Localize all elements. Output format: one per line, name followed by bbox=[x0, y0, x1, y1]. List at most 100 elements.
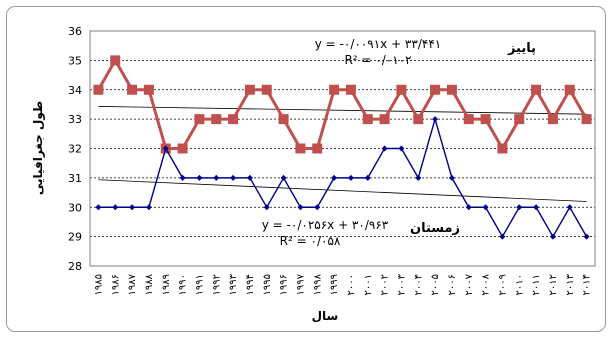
data-point bbox=[179, 174, 186, 181]
data-point bbox=[396, 84, 407, 95]
data-point bbox=[516, 204, 523, 211]
y-axis-ticks: 28 29 30 31 32 33 34 35 36 bbox=[68, 25, 82, 273]
data-point bbox=[463, 114, 474, 125]
data-point bbox=[430, 84, 441, 95]
data-point bbox=[162, 145, 169, 152]
data-point bbox=[482, 204, 489, 211]
data-point bbox=[547, 114, 558, 125]
x-tick-label: ۲۰۰۰ bbox=[346, 274, 357, 295]
data-point bbox=[312, 143, 323, 154]
data-point bbox=[95, 204, 102, 211]
data-point bbox=[213, 174, 220, 181]
data-point bbox=[566, 204, 573, 211]
x-tick-label: ۱۹۸۵ bbox=[93, 274, 104, 295]
x-tick-label: ۲۰۱۳ bbox=[565, 273, 576, 295]
autumn-trend-equation: y = -۰/۰۰۹۱x + ۳۳/۴۴۱ bbox=[315, 37, 441, 51]
data-point bbox=[127, 84, 138, 95]
x-tick-label: ۱۹۹۳ bbox=[228, 273, 239, 295]
x-tick-label: ۲۰۰۹ bbox=[497, 274, 508, 295]
y-tick-label: 32 bbox=[68, 143, 82, 156]
data-point bbox=[145, 204, 152, 211]
x-tick-label: ۲۰۰۳ bbox=[396, 273, 407, 295]
x-tick-label: ۲۰۱۰ bbox=[514, 274, 525, 295]
autumn-series-label: پاییز bbox=[507, 41, 536, 56]
x-tick-label: ۲۰۰۲ bbox=[380, 274, 391, 295]
data-point bbox=[112, 204, 119, 211]
data-point bbox=[364, 174, 371, 181]
data-point bbox=[345, 84, 356, 95]
x-tick-label: ۲۰۰۵ bbox=[430, 274, 441, 295]
x-tick-label: ۱۹۹۱ bbox=[194, 274, 205, 295]
data-point bbox=[398, 145, 405, 152]
x-tick-label: ۱۹۹۵ bbox=[262, 274, 273, 295]
x-tick-label: ۱۹۹۷ bbox=[295, 273, 306, 295]
data-point bbox=[415, 174, 422, 181]
winter-trend-equation: y = -۰/۰۲۵۶x + ۳۰/۹۶۳ bbox=[262, 218, 389, 232]
x-tick-label: ۲۰۱۲ bbox=[548, 274, 559, 295]
x-tick-label: ۲۰۱۱ bbox=[531, 274, 542, 295]
data-point bbox=[499, 233, 506, 240]
data-point bbox=[280, 174, 287, 181]
x-axis-title: سال bbox=[312, 309, 339, 323]
y-axis-title: طول جغرافیایی bbox=[31, 101, 46, 195]
x-tick-label: ۱۹۸۹ bbox=[161, 274, 172, 295]
y-tick-label: 31 bbox=[68, 172, 82, 185]
data-point bbox=[533, 204, 540, 211]
data-point bbox=[381, 145, 388, 152]
data-point bbox=[448, 174, 455, 181]
data-point bbox=[246, 174, 253, 181]
winter-trend-r2: R² = ۰/۰۵۸ bbox=[280, 234, 341, 248]
data-point bbox=[413, 114, 424, 125]
x-tick-label: ۱۹۹۲ bbox=[211, 274, 222, 295]
data-point bbox=[143, 84, 154, 95]
data-point bbox=[581, 114, 592, 125]
data-point bbox=[329, 84, 340, 95]
y-tick-label: 36 bbox=[68, 25, 82, 38]
data-point bbox=[497, 143, 508, 154]
y-tick-label: 35 bbox=[68, 54, 82, 67]
x-tick-label: ۲۰۰۷ bbox=[464, 273, 475, 295]
series-line bbox=[97, 57, 588, 152]
data-point bbox=[432, 116, 439, 123]
y-tick-label: 33 bbox=[68, 113, 82, 126]
x-tick-label: ۲۰۰۴ bbox=[413, 274, 424, 295]
x-axis-ticks: ۱۹۸۵ ۱۹۸۶ ۱۹۸۷ ۱۹۸۸ ۱۹۸۹ ۱۹۹۰ ۱۹۹۱ ۱۹۹۲ ۱۹۹۳ ۱۹۹۴… bbox=[93, 273, 592, 295]
trendline bbox=[98, 179, 587, 202]
trendlines bbox=[98, 106, 587, 202]
data-point bbox=[465, 204, 472, 211]
x-tick-label: ۱۹۹۰ bbox=[178, 274, 189, 295]
data-point bbox=[177, 143, 188, 154]
data-point bbox=[110, 55, 121, 66]
x-tick-label: ۱۹۹۸ bbox=[312, 273, 323, 295]
series-layer bbox=[93, 55, 592, 240]
data-point bbox=[261, 84, 272, 95]
y-tick-label: 28 bbox=[68, 260, 82, 273]
data-point bbox=[263, 204, 270, 211]
y-tick-label: 29 bbox=[68, 231, 82, 244]
x-tick-label: ۱۹۹۹ bbox=[329, 274, 340, 295]
data-point bbox=[314, 204, 321, 211]
data-point bbox=[211, 114, 222, 125]
x-tick-label: ۲۰۰۸ bbox=[481, 273, 492, 295]
data-point bbox=[549, 233, 556, 240]
plot-area-border bbox=[89, 30, 596, 267]
data-point bbox=[362, 114, 373, 125]
y-tick-label: 34 bbox=[68, 84, 82, 97]
data-point bbox=[196, 174, 203, 181]
data-point bbox=[446, 84, 457, 95]
x-tick-label: ۲۰۰۶ bbox=[447, 274, 458, 295]
data-point bbox=[564, 84, 575, 95]
data-point bbox=[278, 114, 289, 125]
autumn-trend-r2: R² = ۰/۰۱۰۲ bbox=[344, 53, 411, 67]
x-tick-label: ۱۹۸۷ bbox=[127, 273, 138, 295]
x-tick-label: ۱۹۸۸ bbox=[144, 273, 155, 295]
series-line bbox=[98, 116, 588, 239]
data-point bbox=[230, 174, 237, 181]
data-point bbox=[297, 204, 304, 211]
data-point bbox=[331, 174, 338, 181]
x-tick-label: ۱۹۹۶ bbox=[279, 274, 290, 295]
data-point bbox=[194, 114, 205, 125]
data-point bbox=[93, 84, 104, 95]
x-tick-label: ۲۰۰۱ bbox=[363, 274, 374, 295]
